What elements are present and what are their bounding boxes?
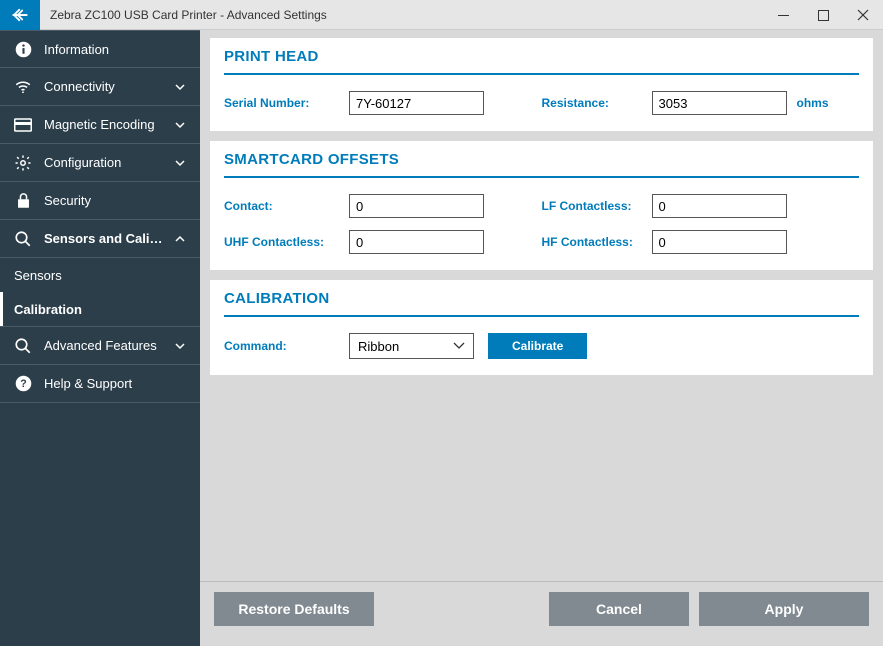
sidebar-subgroup: Sensors Calibration	[0, 258, 200, 327]
input-lf-contactless[interactable]	[652, 194, 787, 218]
chevron-down-icon	[174, 81, 186, 93]
cancel-button[interactable]: Cancel	[549, 592, 689, 626]
window-controls	[763, 0, 883, 30]
gear-icon	[14, 154, 32, 172]
content-scroll: PRINT HEAD Serial Number: Resistance: oh…	[200, 30, 883, 581]
chevron-down-icon	[174, 340, 186, 352]
wifi-icon	[14, 78, 32, 96]
sidebar-item-label: Magnetic Encoding	[44, 117, 168, 132]
sidebar-item-sensors-calibration[interactable]: Sensors and Calib...	[0, 220, 200, 258]
minimize-icon	[778, 10, 789, 21]
apply-button[interactable]: Apply	[699, 592, 869, 626]
label-uhf-contactless: UHF Contactless:	[224, 235, 349, 249]
input-serial-number[interactable]	[349, 91, 484, 115]
magnify-icon	[14, 337, 32, 355]
label-hf-contactless: HF Contactless:	[542, 235, 652, 249]
unit-ohms: ohms	[797, 96, 829, 110]
label-lf-contactless: LF Contactless:	[542, 199, 652, 213]
sidebar-item-label: Advanced Features	[44, 338, 168, 353]
sidebar-item-label: Configuration	[44, 155, 168, 170]
restore-defaults-button[interactable]: Restore Defaults	[214, 592, 374, 626]
panel-print-head: PRINT HEAD Serial Number: Resistance: oh…	[210, 38, 873, 131]
sidebar-item-security[interactable]: Security	[0, 182, 200, 220]
panel-smartcard-offsets: SMARTCARD OFFSETS Contact: LF Contactles…	[210, 141, 873, 270]
section-title-calibration: CALIBRATION	[224, 290, 859, 317]
sidebar-item-label: Sensors and Calib...	[44, 231, 168, 246]
sidebar-item-label: Help & Support	[44, 376, 186, 391]
section-title-smartcard: SMARTCARD OFFSETS	[224, 151, 859, 178]
sidebar: Information Connectivity Magnetic Encodi…	[0, 30, 200, 646]
window-title: Zebra ZC100 USB Card Printer - Advanced …	[50, 8, 327, 22]
chevron-down-icon	[174, 157, 186, 169]
sidebar-sub-calibration[interactable]: Calibration	[0, 292, 200, 326]
calibrate-button[interactable]: Calibrate	[488, 333, 587, 359]
info-icon	[14, 40, 32, 58]
row-uhf-hf: UHF Contactless: HF Contactless:	[224, 230, 859, 254]
sidebar-item-label: Information	[44, 42, 186, 57]
main-area: Information Connectivity Magnetic Encodi…	[0, 30, 883, 646]
magnify-icon	[14, 230, 32, 248]
panel-calibration: CALIBRATION Command: Ribbon Calibrate	[210, 280, 873, 375]
input-hf-contactless[interactable]	[652, 230, 787, 254]
titlebar: Zebra ZC100 USB Card Printer - Advanced …	[0, 0, 883, 30]
svg-text:?: ?	[20, 378, 26, 390]
lock-icon	[14, 192, 32, 210]
card-icon	[14, 116, 32, 134]
maximize-icon	[818, 10, 829, 21]
sidebar-item-information[interactable]: Information	[0, 30, 200, 68]
footer-spacer	[384, 592, 539, 626]
chevron-up-icon	[174, 233, 186, 245]
input-resistance[interactable]	[652, 91, 787, 115]
row-serial-resistance: Serial Number: Resistance: ohms	[224, 91, 859, 115]
chevron-down-icon	[174, 119, 186, 131]
input-uhf-contactless[interactable]	[349, 230, 484, 254]
sidebar-item-label: Security	[44, 193, 186, 208]
sidebar-item-label: Connectivity	[44, 79, 168, 94]
minimize-button[interactable]	[763, 0, 803, 30]
sidebar-item-magnetic-encoding[interactable]: Magnetic Encoding	[0, 106, 200, 144]
select-command-value: Ribbon	[358, 339, 399, 354]
sidebar-sub-label: Sensors	[14, 268, 62, 283]
close-button[interactable]	[843, 0, 883, 30]
app-window: Zebra ZC100 USB Card Printer - Advanced …	[0, 0, 883, 646]
row-contact-lf: Contact: LF Contactless:	[224, 194, 859, 218]
label-resistance: Resistance:	[542, 96, 652, 110]
sidebar-sub-label: Calibration	[14, 302, 82, 317]
maximize-button[interactable]	[803, 0, 843, 30]
select-command[interactable]: Ribbon	[349, 333, 474, 359]
sidebar-item-advanced-features[interactable]: Advanced Features	[0, 327, 200, 365]
section-title-print-head: PRINT HEAD	[224, 48, 859, 75]
back-button[interactable]	[0, 0, 40, 30]
row-command: Command: Ribbon Calibrate	[224, 333, 859, 359]
arrow-left-icon	[11, 6, 29, 24]
content-area: PRINT HEAD Serial Number: Resistance: oh…	[200, 30, 883, 646]
input-contact[interactable]	[349, 194, 484, 218]
chevron-down-icon	[453, 341, 465, 351]
sidebar-item-help-support[interactable]: ? Help & Support	[0, 365, 200, 403]
close-icon	[857, 9, 869, 21]
label-serial-number: Serial Number:	[224, 96, 349, 110]
sidebar-item-configuration[interactable]: Configuration	[0, 144, 200, 182]
sidebar-item-connectivity[interactable]: Connectivity	[0, 68, 200, 106]
label-command: Command:	[224, 339, 349, 353]
sidebar-sub-sensors[interactable]: Sensors	[0, 258, 200, 292]
help-icon: ?	[14, 375, 32, 393]
footer-bar: Restore Defaults Cancel Apply	[200, 581, 883, 646]
label-contact: Contact:	[224, 199, 349, 213]
